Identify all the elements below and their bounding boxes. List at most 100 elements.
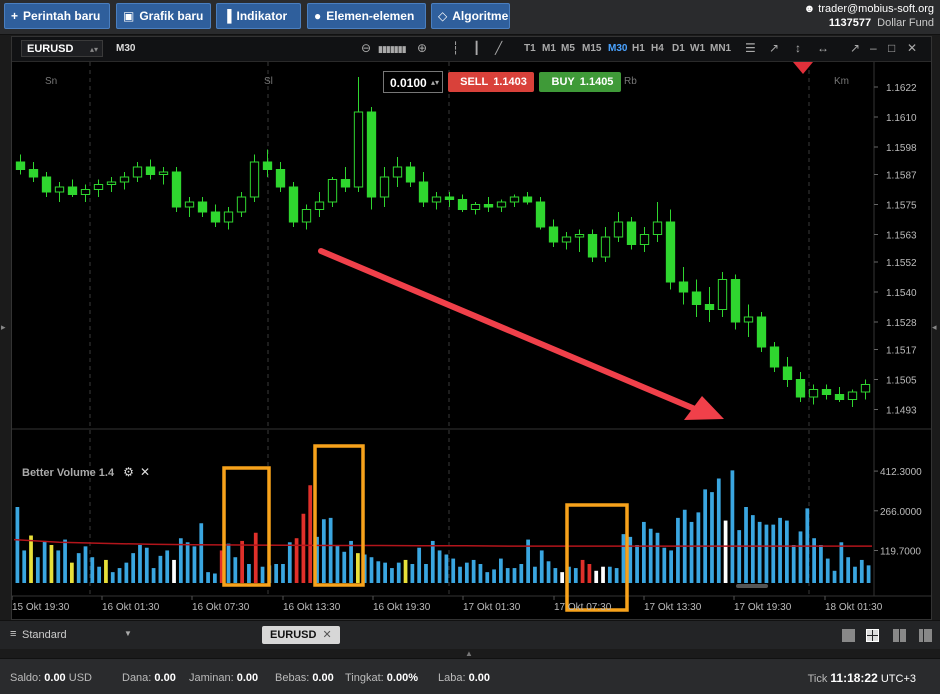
detach-icon[interactable]: ↗ [850, 41, 861, 55]
close-icon[interactable]: ✕ [322, 629, 332, 641]
volume-tick-label: 119.7000 [880, 547, 921, 558]
candle-body [574, 234, 585, 238]
candle-body [67, 186, 78, 195]
candle-body [509, 196, 520, 203]
candle-body [340, 179, 351, 188]
close-icon[interactable]: ✕ [907, 41, 918, 55]
timeframe-h4[interactable]: H4 [651, 43, 664, 54]
price-tick-label: 1.1493 [886, 406, 917, 417]
zoom-slider[interactable]: ▮▮▮▮▮▮▮ [378, 44, 407, 54]
candle-body [821, 389, 832, 395]
timeframe-h1[interactable]: H1 [632, 43, 645, 54]
line-type-icon[interactable]: ╱ [495, 41, 503, 55]
layout-grid-icon[interactable] [866, 629, 879, 642]
symbol-selector[interactable]: EURUSD ▴▾ [21, 40, 103, 57]
time-tick-label: 17 Okt 19:30 [734, 602, 792, 613]
candle-body [652, 221, 663, 235]
drawing-tools-icon[interactable]: ☰ [745, 41, 756, 55]
elements-button[interactable]: ● Elemen-elemen [307, 3, 426, 29]
time-tick-label: 17 Okt 01:30 [463, 602, 521, 613]
candle-body [561, 236, 572, 243]
candle-body [535, 201, 546, 228]
timeframe-m1[interactable]: M1 [542, 43, 556, 54]
bebas: Bebas: 0.00 [275, 672, 334, 684]
timeframe-m15[interactable]: M15 [582, 43, 602, 54]
vertical-line-icon[interactable]: ↕ [795, 41, 801, 55]
volume-tick-label: 412.3000 [880, 467, 922, 478]
chart-icon: ▣ [123, 9, 135, 23]
quantity-input[interactable]: 0.0100 ▴▾ [383, 71, 443, 93]
price-tick-label: 1.1598 [886, 143, 917, 154]
time-tick-label: 16 Okt 01:30 [102, 602, 160, 613]
timeframe-m5[interactable]: M5 [561, 43, 575, 54]
candle-body [80, 189, 91, 195]
chevron-down-icon[interactable]: ▼ [124, 629, 132, 638]
timezone-selector[interactable]: UTC+3 [880, 673, 916, 685]
candle-body [730, 279, 741, 323]
trendline-icon[interactable]: ↗ [769, 41, 780, 55]
horizontal-scrollbar [736, 584, 768, 588]
chart-canvas[interactable]: Sn Sl Rb Km 1.1622 1.1610 1.1598 1.1587 1.1575 1.… [12, 62, 931, 619]
price-tick-label: 1.1610 [886, 113, 917, 124]
chart-window-toolbar: EURUSD ▴▾ M30 ⊖ ▮▮▮▮▮▮▮ ⊕ ┆ ┃ ╱ T1 M1 M5 M15… [12, 37, 931, 62]
candle-body [171, 171, 182, 208]
layout-single-icon[interactable] [842, 629, 855, 642]
candle-body [522, 196, 533, 203]
timeframe-w1[interactable]: W1 [690, 43, 705, 54]
time-tick-label: 18 Okt 01:30 [825, 602, 883, 613]
jaminan: Jaminan: 0.00 [189, 672, 259, 684]
expand-panel-icon[interactable]: ▲ [465, 649, 473, 658]
candle-body [691, 291, 702, 305]
zoom-in-icon[interactable]: ⊕ [417, 41, 428, 55]
highlight-box [222, 466, 271, 587]
algorithm-button[interactable]: ◇ Algoritme [431, 3, 510, 29]
volume-tick-label: 266.0000 [880, 507, 922, 518]
candle-body [223, 211, 234, 223]
price-tick-label: 1.1563 [886, 231, 917, 242]
right-panel-toggle-icon[interactable]: ◂ [932, 322, 937, 332]
buy-label: BUY [551, 76, 575, 88]
candle-type-icon[interactable]: ┃ [473, 41, 481, 55]
candle-body [249, 161, 260, 198]
maximize-icon[interactable]: □ [888, 41, 896, 55]
layout-split-icon[interactable] [919, 629, 932, 642]
timeframe-mn1[interactable]: MN1 [710, 43, 732, 54]
buy-button[interactable]: BUY 1.1405 [539, 72, 621, 92]
candle-body [704, 304, 715, 310]
timeframe-d1[interactable]: D1 [672, 43, 685, 54]
menu-icon[interactable]: ≡ [10, 628, 17, 640]
candle-body [236, 196, 247, 213]
layout-columns-icon[interactable] [893, 629, 906, 642]
chart-tab[interactable]: EURUSD ✕ [262, 626, 340, 644]
candle-body [717, 279, 728, 310]
candle-body [132, 166, 143, 178]
candle-body [548, 226, 559, 243]
horizontal-line-icon[interactable]: ↔ [817, 41, 829, 55]
account-info[interactable]: ☻ trader@mobius-soft.org 1137577 Dollar F… [804, 2, 934, 30]
candle-body [587, 234, 598, 258]
candle-body [210, 211, 221, 223]
timeframe-t1[interactable]: T1 [524, 43, 536, 54]
minimize-icon[interactable]: – [870, 41, 877, 55]
candle-body [301, 209, 312, 223]
new-chart-button[interactable]: ▣ Grafik baru [116, 3, 211, 29]
candle-body [262, 161, 273, 170]
candle-body [353, 111, 364, 188]
indicators-button[interactable]: ▐ Indikator [216, 3, 301, 29]
sell-button[interactable]: SELL 1.1403 [448, 72, 534, 92]
timeframe-m30[interactable]: M30 [608, 43, 628, 54]
time-tick-label: 16 Okt 07:30 [192, 602, 250, 613]
candle-body [444, 196, 455, 200]
new-order-button[interactable]: + Perintah baru [4, 3, 110, 29]
price-tick-label: 1.1517 [886, 346, 917, 357]
price-tick-label: 1.1575 [886, 201, 917, 212]
left-panel-toggle-icon[interactable]: ▸ [1, 322, 6, 332]
day-label: Km [834, 76, 849, 87]
zoom-out-icon[interactable]: ⊖ [361, 41, 372, 55]
bar-type-icon[interactable]: ┆ [452, 41, 460, 55]
buy-price: 1.1405 [579, 76, 614, 88]
close-icon[interactable]: ✕ [140, 465, 151, 479]
candle-body [184, 201, 195, 208]
gear-icon[interactable]: ⚙ [123, 465, 134, 479]
layout-selector[interactable]: Standard [22, 629, 67, 641]
